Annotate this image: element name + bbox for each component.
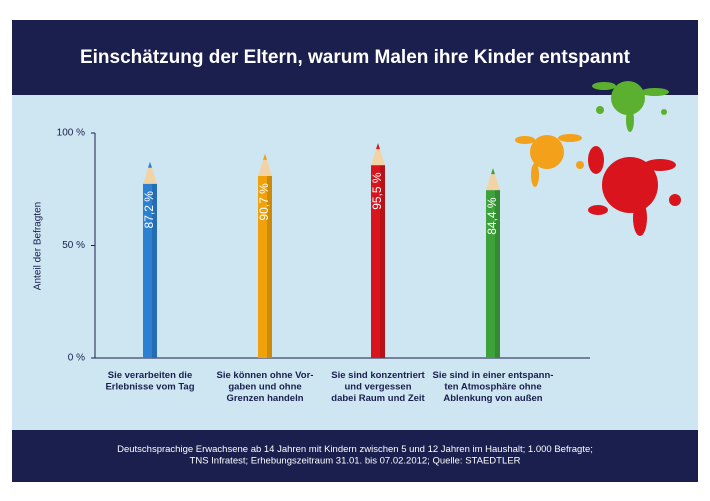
x-tick-label: Sie sind konzentriert und vergessen dabei … [331,370,425,404]
y-tick-label: 50 % [62,240,85,251]
pencil-wood [258,159,272,176]
pencil-body [371,165,385,358]
x-tick-label: Sie verarbeiten die Erlebnisse vom Tag [105,370,194,392]
pencil-body [258,175,272,358]
value-label: 84,4 % [485,197,499,235]
pencil-lead [491,168,495,175]
pencil-body [486,190,500,358]
pencil-wood [371,149,385,166]
y-tick-label: 0 % [68,353,85,364]
pencil-lead [376,143,380,150]
splashes [515,81,681,236]
pencil [486,168,500,358]
pencil [371,143,385,358]
pencil-wood [143,167,157,184]
pencil-wood [486,174,500,191]
pencil-lead [148,161,152,168]
pencil-lead [263,153,267,160]
pencil [143,161,157,358]
value-label: 87,2 % [142,191,156,229]
pencil-shade [267,175,272,358]
pencil-shade [152,183,157,358]
value-label: 90,7 % [257,183,271,221]
pencil [258,153,272,358]
panel [12,95,698,430]
pencil-shade [495,190,500,358]
footer: Deutschsprachige Erwachsene ab 14 Jahren… [117,444,593,466]
y-tick-label: 100 % [57,128,85,139]
pencil-body [143,183,157,358]
chart-title: Einschätzung der Eltern, warum Malen ihr… [80,47,631,68]
value-label: 95,5 % [370,172,384,210]
y-axis-label: Anteil der Befragten [33,202,44,290]
pencil-shade [380,165,385,358]
x-tick-label: Sie sind in einer entspann-ten Atmosphär… [433,370,554,404]
x-tick-label: Sie können ohne Vor-gaben und ohne Grenze… [217,370,314,404]
